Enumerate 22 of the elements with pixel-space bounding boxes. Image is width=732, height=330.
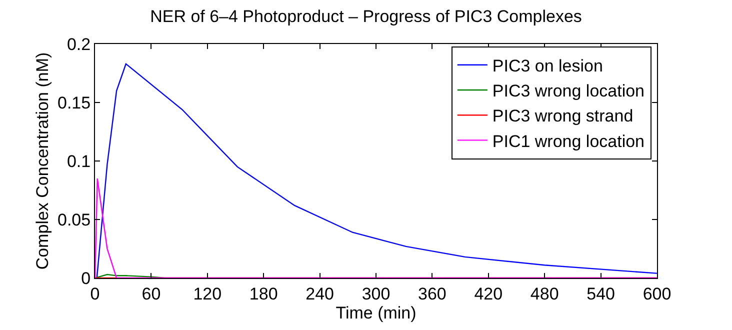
- y-tick-label: 0.2: [66, 34, 91, 54]
- x-tick-label: 240: [306, 284, 334, 304]
- x-tick-label: 540: [586, 284, 615, 304]
- chart-title: NER of 6–4 Photoproduct – Progress of PIC3 Complexes: [150, 6, 582, 26]
- legend-label: PIC3 on lesion: [492, 56, 603, 76]
- y-axis-title: Complex Concentration (nM): [33, 52, 52, 270]
- y-tick-label: 0: [81, 268, 91, 288]
- x-tick-label: 480: [530, 284, 559, 304]
- x-tick-label: 360: [418, 284, 446, 304]
- legend-label: PIC3 wrong location: [492, 82, 645, 101]
- x-axis-title: Time (min): [336, 303, 416, 322]
- y-tick-label: 0.1: [66, 152, 91, 171]
- x-tick-label: 600: [642, 284, 672, 304]
- x-tick-label: 300: [362, 284, 390, 304]
- x-tick-label: 120: [193, 284, 222, 304]
- legend-label: PIC3 wrong strand: [492, 106, 634, 126]
- y-tick-label: 0.05: [58, 210, 91, 230]
- legend-label: PIC1 wrong location: [492, 132, 645, 151]
- y-tick-label: 0.15: [58, 93, 91, 112]
- x-tick-label: 60: [142, 284, 161, 304]
- x-tick-label: 180: [249, 284, 278, 304]
- x-tick-label: 420: [474, 284, 503, 304]
